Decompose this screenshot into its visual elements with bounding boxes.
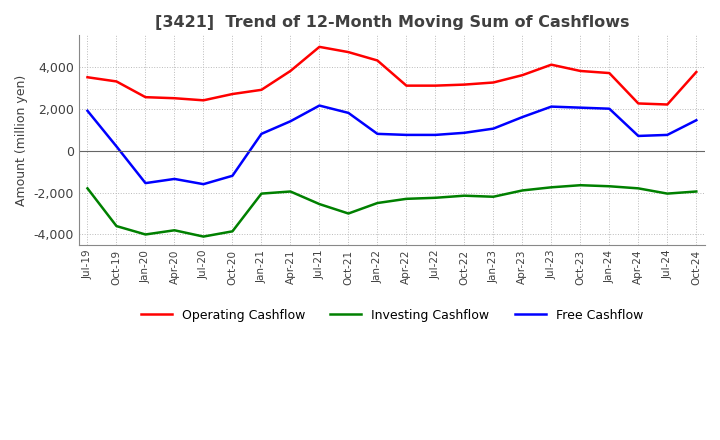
Investing Cashflow (257, 191, 266, 196)
Title: [3421]  Trend of 12-Month Moving Sum of Cashflows: [3421] Trend of 12-Month Moving Sum of C… (155, 15, 629, 30)
Y-axis label: Amount (million yen): Amount (million yen) (15, 74, 28, 206)
Investing Cashflow (141, 232, 150, 237)
Investing Cashflow (373, 200, 382, 205)
Free Cashflow (402, 132, 410, 138)
Investing Cashflow (663, 191, 672, 196)
Investing Cashflow (344, 211, 353, 216)
Investing Cashflow (402, 196, 410, 202)
Investing Cashflow (315, 202, 324, 207)
Operating Cashflow (344, 49, 353, 55)
Free Cashflow (605, 106, 613, 111)
Free Cashflow (344, 110, 353, 116)
Operating Cashflow (84, 75, 92, 80)
Operating Cashflow (663, 102, 672, 107)
Free Cashflow (634, 133, 643, 139)
Operating Cashflow (199, 98, 208, 103)
Operating Cashflow (692, 70, 701, 75)
Investing Cashflow (84, 186, 92, 191)
Free Cashflow (228, 173, 237, 178)
Investing Cashflow (199, 234, 208, 239)
Free Cashflow (692, 117, 701, 123)
Investing Cashflow (518, 188, 526, 193)
Investing Cashflow (112, 224, 121, 229)
Line: Free Cashflow: Free Cashflow (88, 106, 696, 184)
Investing Cashflow (547, 185, 556, 190)
Free Cashflow (576, 105, 585, 110)
Free Cashflow (170, 176, 179, 182)
Free Cashflow (489, 126, 498, 131)
Investing Cashflow (692, 189, 701, 194)
Operating Cashflow (460, 82, 469, 87)
Free Cashflow (547, 104, 556, 109)
Free Cashflow (315, 103, 324, 108)
Free Cashflow (663, 132, 672, 138)
Investing Cashflow (576, 183, 585, 188)
Investing Cashflow (431, 195, 440, 201)
Free Cashflow (373, 131, 382, 136)
Operating Cashflow (576, 68, 585, 73)
Operating Cashflow (489, 80, 498, 85)
Free Cashflow (257, 131, 266, 136)
Operating Cashflow (315, 44, 324, 50)
Operating Cashflow (112, 79, 121, 84)
Operating Cashflow (547, 62, 556, 67)
Operating Cashflow (634, 101, 643, 106)
Operating Cashflow (431, 83, 440, 88)
Line: Operating Cashflow: Operating Cashflow (88, 47, 696, 105)
Free Cashflow (141, 180, 150, 186)
Free Cashflow (431, 132, 440, 138)
Investing Cashflow (170, 227, 179, 233)
Operating Cashflow (605, 70, 613, 76)
Free Cashflow (84, 108, 92, 114)
Investing Cashflow (460, 193, 469, 198)
Investing Cashflow (605, 183, 613, 189)
Free Cashflow (460, 130, 469, 136)
Operating Cashflow (141, 95, 150, 100)
Operating Cashflow (518, 73, 526, 78)
Investing Cashflow (286, 189, 294, 194)
Investing Cashflow (634, 186, 643, 191)
Free Cashflow (112, 144, 121, 149)
Operating Cashflow (228, 92, 237, 97)
Free Cashflow (518, 114, 526, 120)
Line: Investing Cashflow: Investing Cashflow (88, 185, 696, 237)
Free Cashflow (286, 119, 294, 124)
Investing Cashflow (489, 194, 498, 199)
Operating Cashflow (373, 58, 382, 63)
Legend: Operating Cashflow, Investing Cashflow, Free Cashflow: Operating Cashflow, Investing Cashflow, … (135, 304, 648, 327)
Operating Cashflow (286, 68, 294, 73)
Operating Cashflow (257, 87, 266, 92)
Operating Cashflow (402, 83, 410, 88)
Operating Cashflow (170, 95, 179, 101)
Free Cashflow (199, 182, 208, 187)
Investing Cashflow (228, 229, 237, 234)
